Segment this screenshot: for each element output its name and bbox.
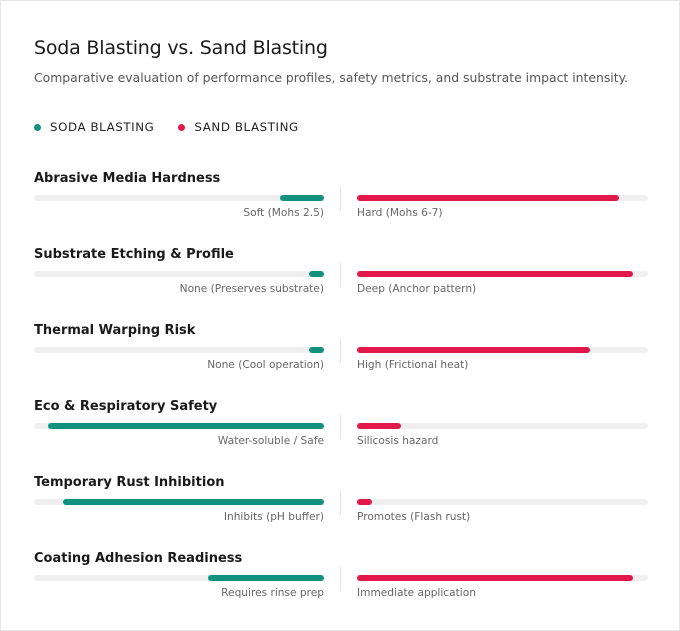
center-divider <box>340 187 341 211</box>
comparison-row: Eco & Respiratory Safety Water-soluble / … <box>1 399 680 459</box>
sand-bar <box>357 575 633 581</box>
soda-bar <box>48 423 324 429</box>
soda-value-label: Requires rinse prep <box>221 587 324 599</box>
soda-track <box>34 499 324 505</box>
sand-bar <box>357 423 401 429</box>
soda-value-label: None (Cool operation) <box>207 359 324 371</box>
soda-value-label: None (Preserves substrate) <box>179 283 324 295</box>
sand-bar <box>357 347 590 353</box>
sand-bar <box>357 499 372 505</box>
sand-track <box>357 499 648 505</box>
sand-bar <box>357 195 619 201</box>
row-label: Abrasive Media Hardness <box>34 171 221 186</box>
legend-dot-sand <box>178 123 186 131</box>
row-label: Substrate Etching & Profile <box>34 247 234 262</box>
row-label: Eco & Respiratory Safety <box>34 399 218 414</box>
comparison-row: Substrate Etching & Profile None (Preserv… <box>1 247 680 307</box>
center-divider <box>340 567 341 591</box>
soda-track <box>34 347 324 353</box>
sand-track <box>357 347 648 353</box>
sand-value-label: High (Frictional heat) <box>357 359 469 371</box>
soda-track <box>34 575 324 581</box>
comparison-row: Thermal Warping Risk None (Cool operation… <box>1 323 680 383</box>
soda-bar <box>309 271 324 277</box>
comparison-row: Temporary Rust Inhibition Inhibits (pH bu… <box>1 475 680 535</box>
sand-value-label: Immediate application <box>357 587 476 599</box>
legend-dot-soda <box>34 123 41 131</box>
soda-bar <box>63 499 324 505</box>
center-divider <box>340 263 341 287</box>
center-divider <box>340 491 341 515</box>
comparison-row: Coating Adhesion Readiness Requires rinse… <box>1 551 680 611</box>
legend-item-sand: SAND BLASTING <box>178 120 298 134</box>
legend-label-soda: SODA BLASTING <box>50 120 155 134</box>
row-label: Temporary Rust Inhibition <box>34 475 225 490</box>
soda-value-label: Soft (Mohs 2.5) <box>243 207 324 219</box>
sand-value-label: Hard (Mohs 6-7) <box>357 207 443 219</box>
chart-subtitle: Comparative evaluation of performance pr… <box>34 70 629 85</box>
row-label: Thermal Warping Risk <box>34 323 196 338</box>
sand-track <box>357 575 648 581</box>
soda-value-label: Water-soluble / Safe <box>217 435 324 447</box>
soda-track <box>34 423 324 429</box>
legend-item-soda: SODA BLASTING <box>34 120 154 134</box>
sand-value-label: Silicosis hazard <box>357 435 439 447</box>
soda-track <box>34 195 324 201</box>
sand-track <box>357 271 648 277</box>
comparison-row: Abrasive Media Hardness Soft (Mohs 2.5) Ha… <box>1 171 680 231</box>
center-divider <box>340 415 341 439</box>
sand-bar <box>357 271 633 277</box>
legend-label-sand: SAND BLASTING <box>194 120 299 134</box>
soda-bar <box>309 347 324 353</box>
center-divider <box>340 339 341 363</box>
soda-track <box>34 271 324 277</box>
sand-value-label: Deep (Anchor pattern) <box>357 283 477 295</box>
row-label: Coating Adhesion Readiness <box>34 551 243 566</box>
soda-value-label: Inhibits (pH buffer) <box>223 511 324 523</box>
soda-bar <box>208 575 324 581</box>
legend: SODA BLASTING SAND BLASTING <box>34 120 323 134</box>
soda-bar <box>280 195 324 201</box>
sand-value-label: Promotes (Flash rust) <box>357 511 471 523</box>
chart-title: Soda Blasting vs. Sand Blasting <box>34 37 328 59</box>
sand-track <box>357 423 648 429</box>
sand-track <box>357 195 648 201</box>
